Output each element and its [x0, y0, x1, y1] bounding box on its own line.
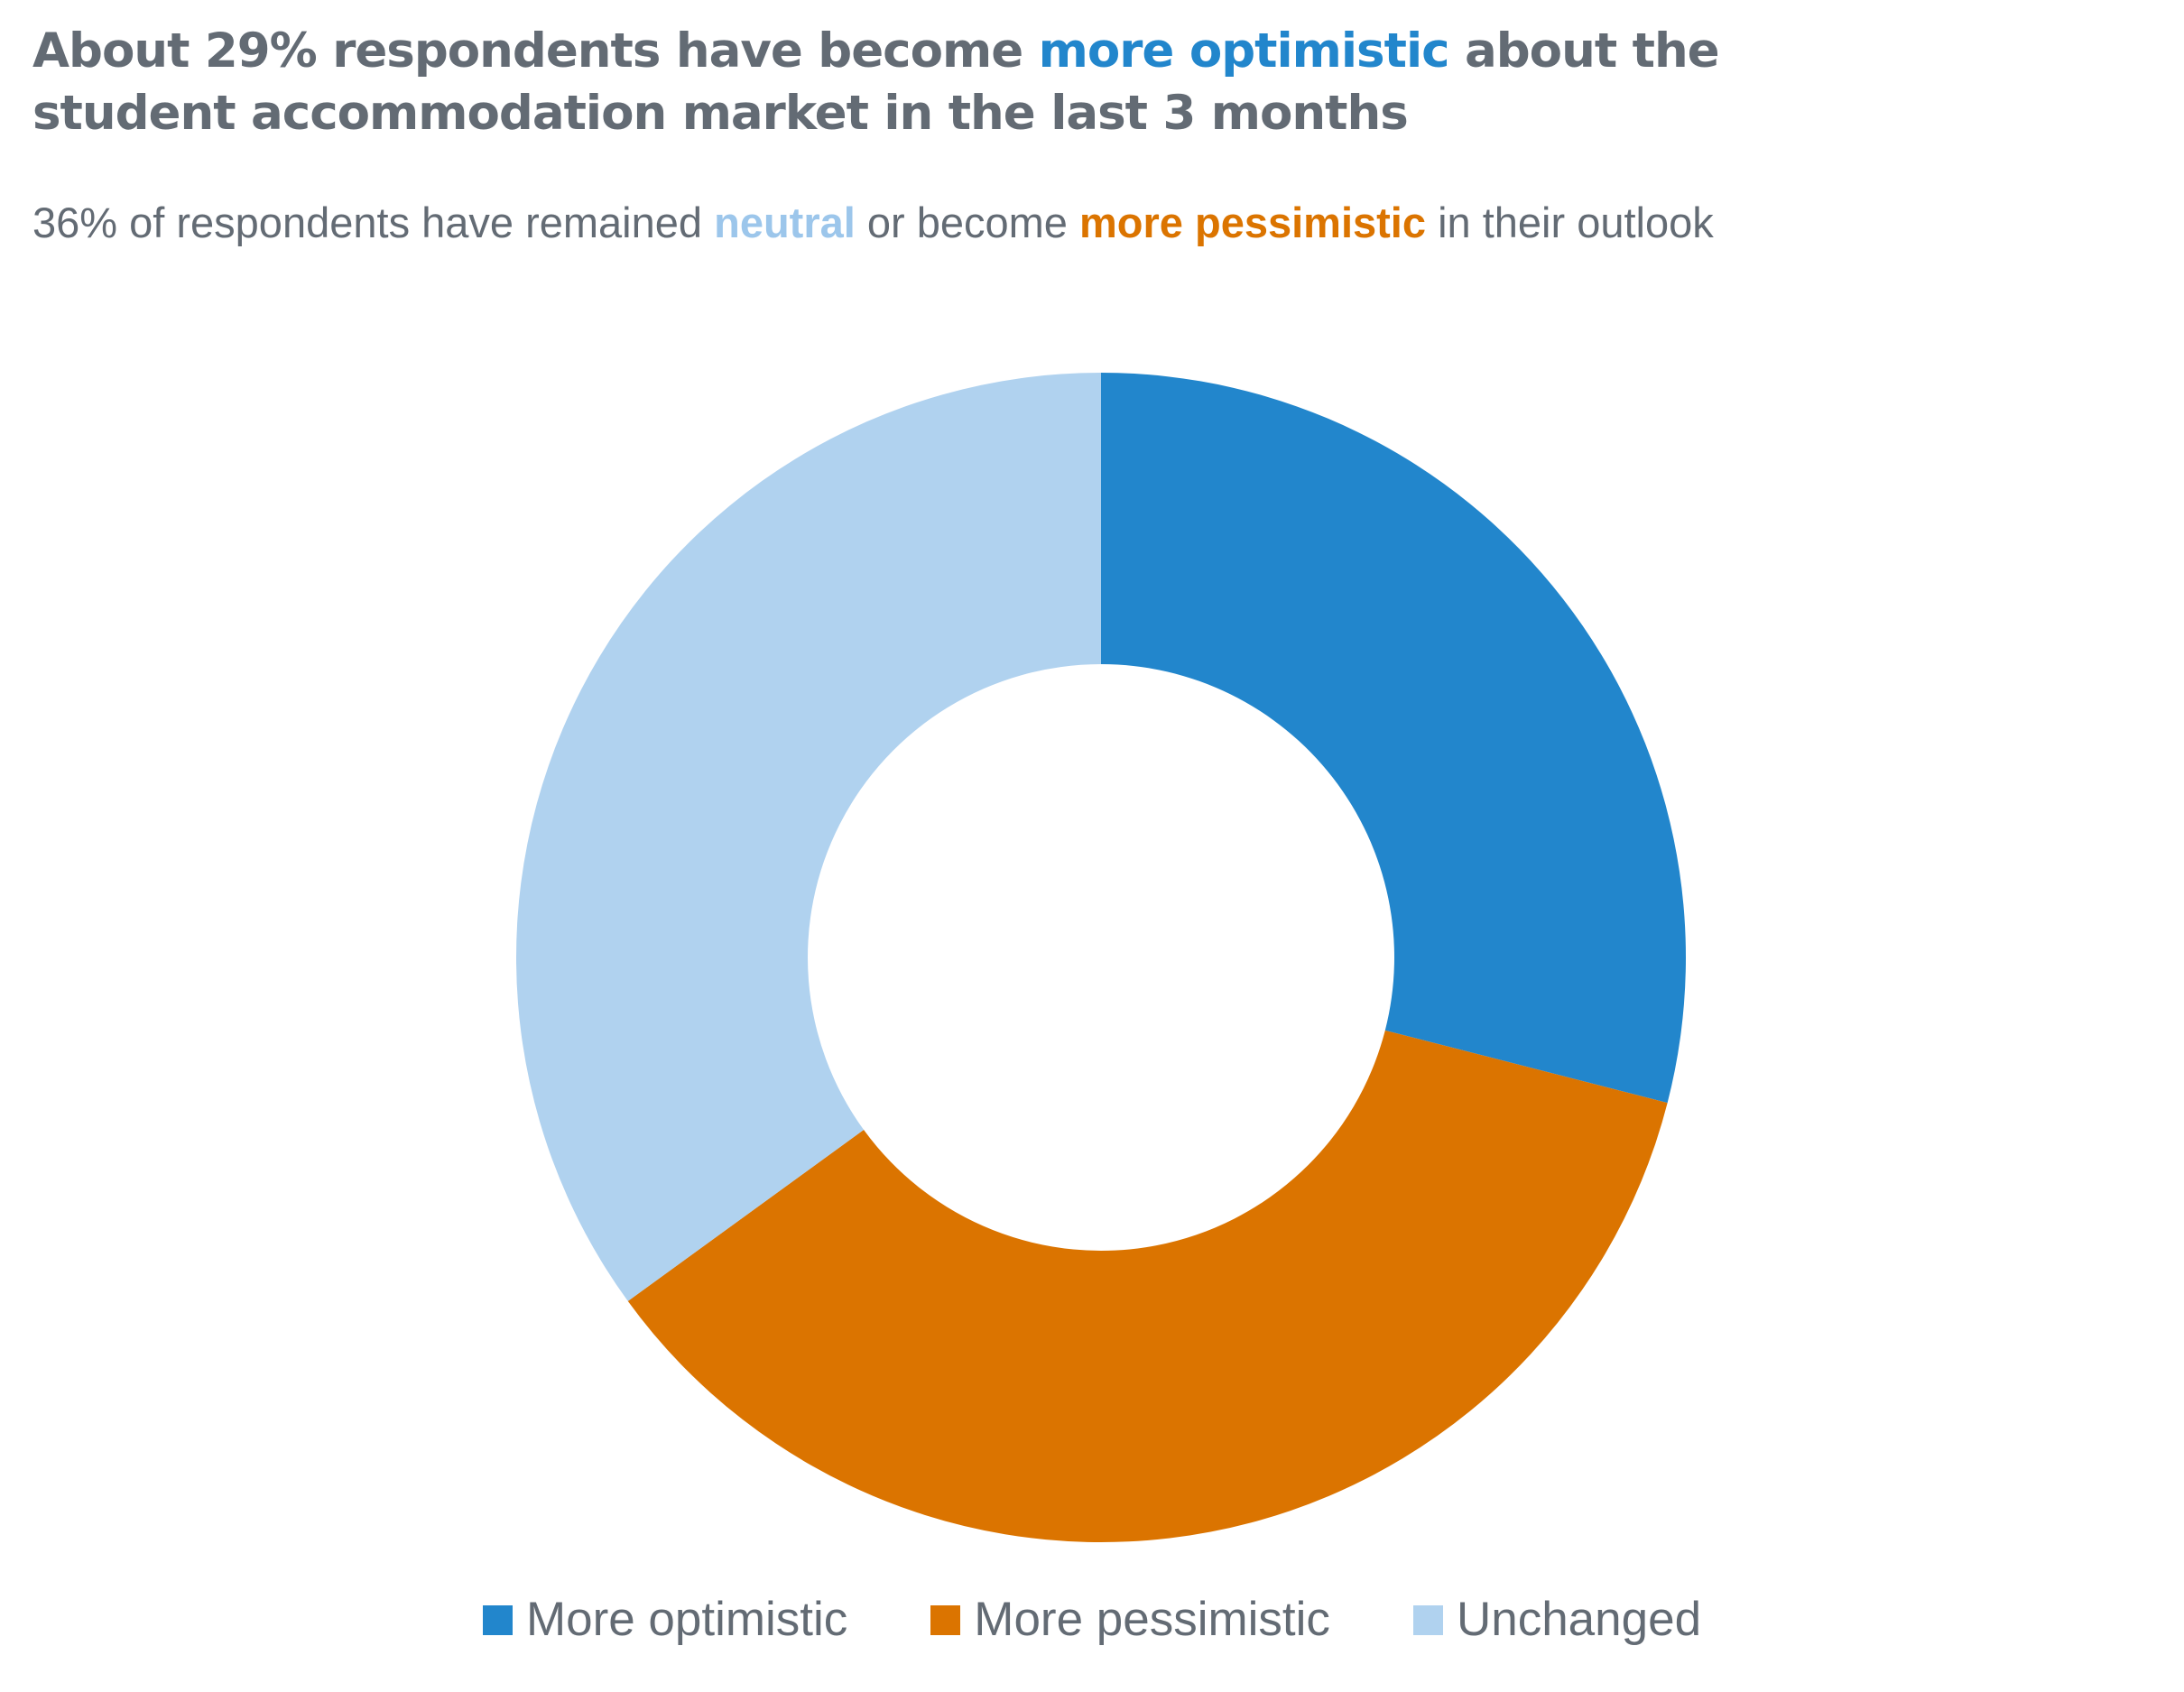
chart-subtitle: 36% of respondents have remained neutral…: [32, 191, 1801, 254]
subtitle-text-middle: or become: [855, 199, 1079, 246]
subtitle-highlight-pessimistic: more pessimistic: [1079, 199, 1427, 246]
legend-swatch: [482, 1604, 513, 1635]
legend-item-unchanged: Unchanged: [1412, 1588, 1702, 1651]
title-text-start: About 29% respondents have become: [32, 23, 1039, 79]
legend-swatch: [930, 1604, 961, 1635]
slice-unchanged: [516, 373, 1101, 1301]
slice-more-pessimistic: [627, 1030, 1668, 1542]
title-text-end: about the student accommodation market i…: [32, 23, 1720, 141]
subtitle-highlight-neutral: neutral: [714, 199, 856, 246]
slice-more-optimistic: [1101, 373, 1686, 1104]
chart-legend: More optimistic More pessimistic Unchanged: [0, 1588, 2184, 1651]
legend-label: Unchanged: [1456, 1593, 1702, 1646]
subtitle-text-end: in their outlook: [1426, 199, 1714, 246]
chart-title: About 29% respondents have become more o…: [32, 20, 1801, 144]
title-highlight-optimistic: more optimistic: [1038, 23, 1450, 79]
legend-label: More pessimistic: [974, 1593, 1330, 1646]
subtitle-text-start: 36% of respondents have remained: [32, 199, 715, 246]
legend-item-more-pessimistic: More pessimistic: [930, 1588, 1330, 1651]
chart-header: About 29% respondents have become more o…: [32, 20, 1801, 254]
legend-label: More optimistic: [525, 1593, 848, 1646]
legend-item-more-optimistic: More optimistic: [482, 1588, 848, 1651]
legend-swatch: [1412, 1604, 1443, 1635]
